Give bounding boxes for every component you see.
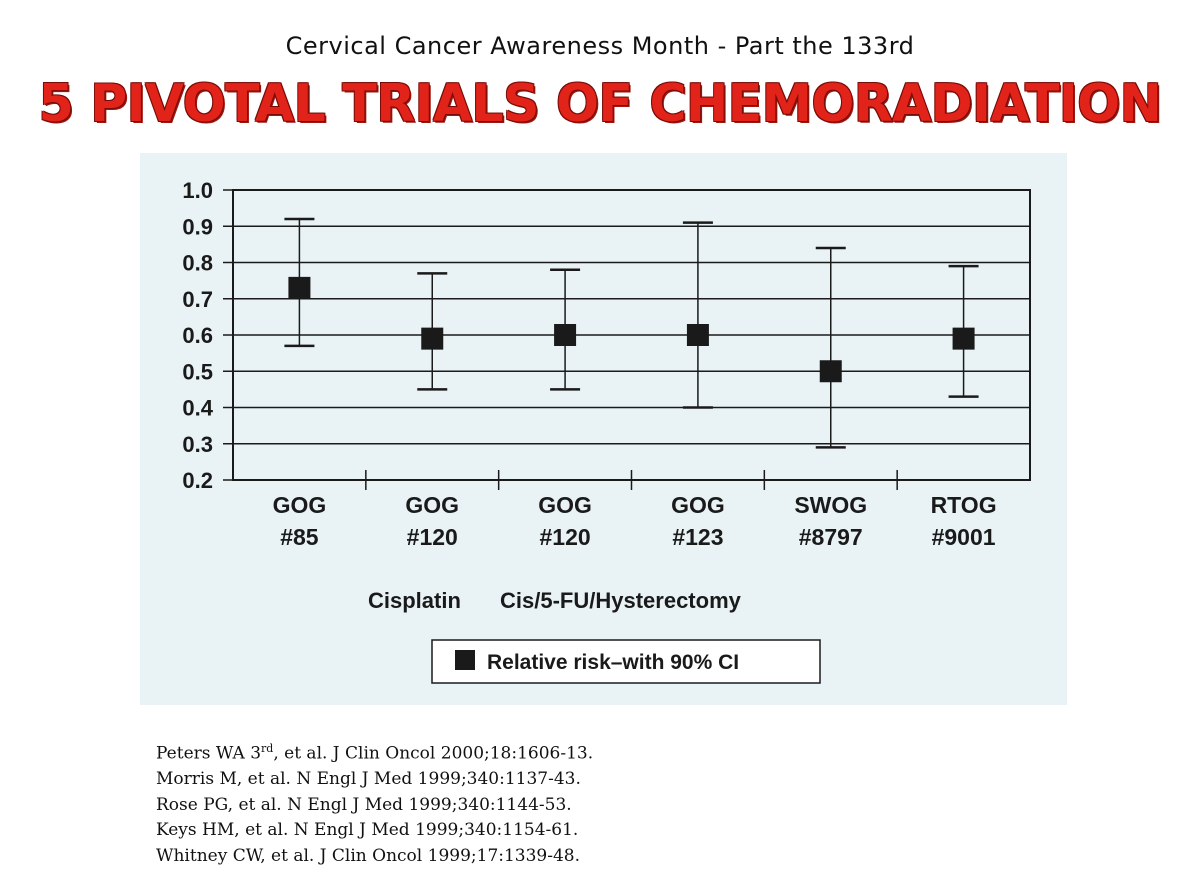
y-tick-label: 0.3 [182,432,213,457]
relative-risk-marker [288,276,311,299]
x-category-label: #85 [280,524,319,550]
x-category-label: GOG [273,492,327,518]
relative-risk-marker [819,360,842,383]
y-tick-label: 0.9 [182,214,213,239]
reference-1-superscript: rd [261,742,274,755]
x-category-label: GOG [671,492,725,518]
y-tick-label: 0.2 [182,468,213,493]
x-category-label: #120 [407,524,458,550]
legend-marker-icon [455,650,475,670]
chart-background [140,153,1067,705]
y-tick-label: 1.0 [182,178,213,203]
x-category-label: #8797 [799,524,863,550]
page-subtitle: Cervical Cancer Awareness Month - Part t… [285,32,915,60]
x-category-label: RTOG [931,492,997,518]
reference-3: Rose PG, et al. N Engl J Med 1999;340:11… [156,794,572,815]
x-category-label: #123 [672,524,723,550]
y-tick-label: 0.4 [182,396,213,421]
x-category-label: SWOG [794,492,867,518]
y-tick-label: 0.5 [182,359,213,384]
page-title: 5 PIVOTAL TRIALS OF CHEMORADIATION [38,74,1162,134]
group-label-cisplatin: Cisplatin [368,588,461,613]
legend-box [431,639,821,684]
grid-layer [233,225,1030,445]
reference-5: Whitney CW, et al. J Clin Oncol 1999;17:… [156,845,581,866]
x-category-label: #9001 [932,524,996,550]
x-label-layer: GOG #85 GOG #120 GOG #120 GOG #123 SWOG #8797 RTOG… [273,492,997,550]
reference-1: Peters WA 3rd, et al. J Clin Oncol 2000;… [156,736,593,767]
reference-1-citation: , et al. J Clin Oncol 2000;18:1606-13. [273,743,594,764]
reference-4: Keys HM, et al. N Engl J Med 1999;340:11… [156,820,579,841]
x-category-label: #120 [539,524,590,550]
legend-label: Relative risk–with 90% CI [487,651,739,674]
series-layer [284,217,979,449]
y-tick-label: 0.7 [182,287,213,312]
relative-risk-marker [421,327,444,350]
reference-2: Morris M, et al. N Engl J Med 1999;340:1… [156,769,581,790]
y-tick-layer: 1.0 0.9 0.8 0.7 0.6 0.5 0.4 0.3 0.2 [182,178,233,493]
x-category-label: GOG [538,492,592,518]
reference-1-author: Peters WA 3 [156,743,262,764]
relative-risk-marker [686,324,709,346]
relative-risk-marker [554,324,577,346]
group-label-combination: Cis/5-FU/Hysterectomy [500,588,742,613]
y-tick-label: 0.8 [182,251,213,276]
legend: Relative risk–with 90% CI [431,639,821,684]
x-tick-layer [365,470,898,490]
references: Peters WA 3rd, et al. J Clin Oncol 2000;… [156,736,593,869]
relative-risk-marker [952,327,975,350]
y-tick-label: 0.6 [182,323,213,348]
x-category-label: GOG [405,492,459,518]
